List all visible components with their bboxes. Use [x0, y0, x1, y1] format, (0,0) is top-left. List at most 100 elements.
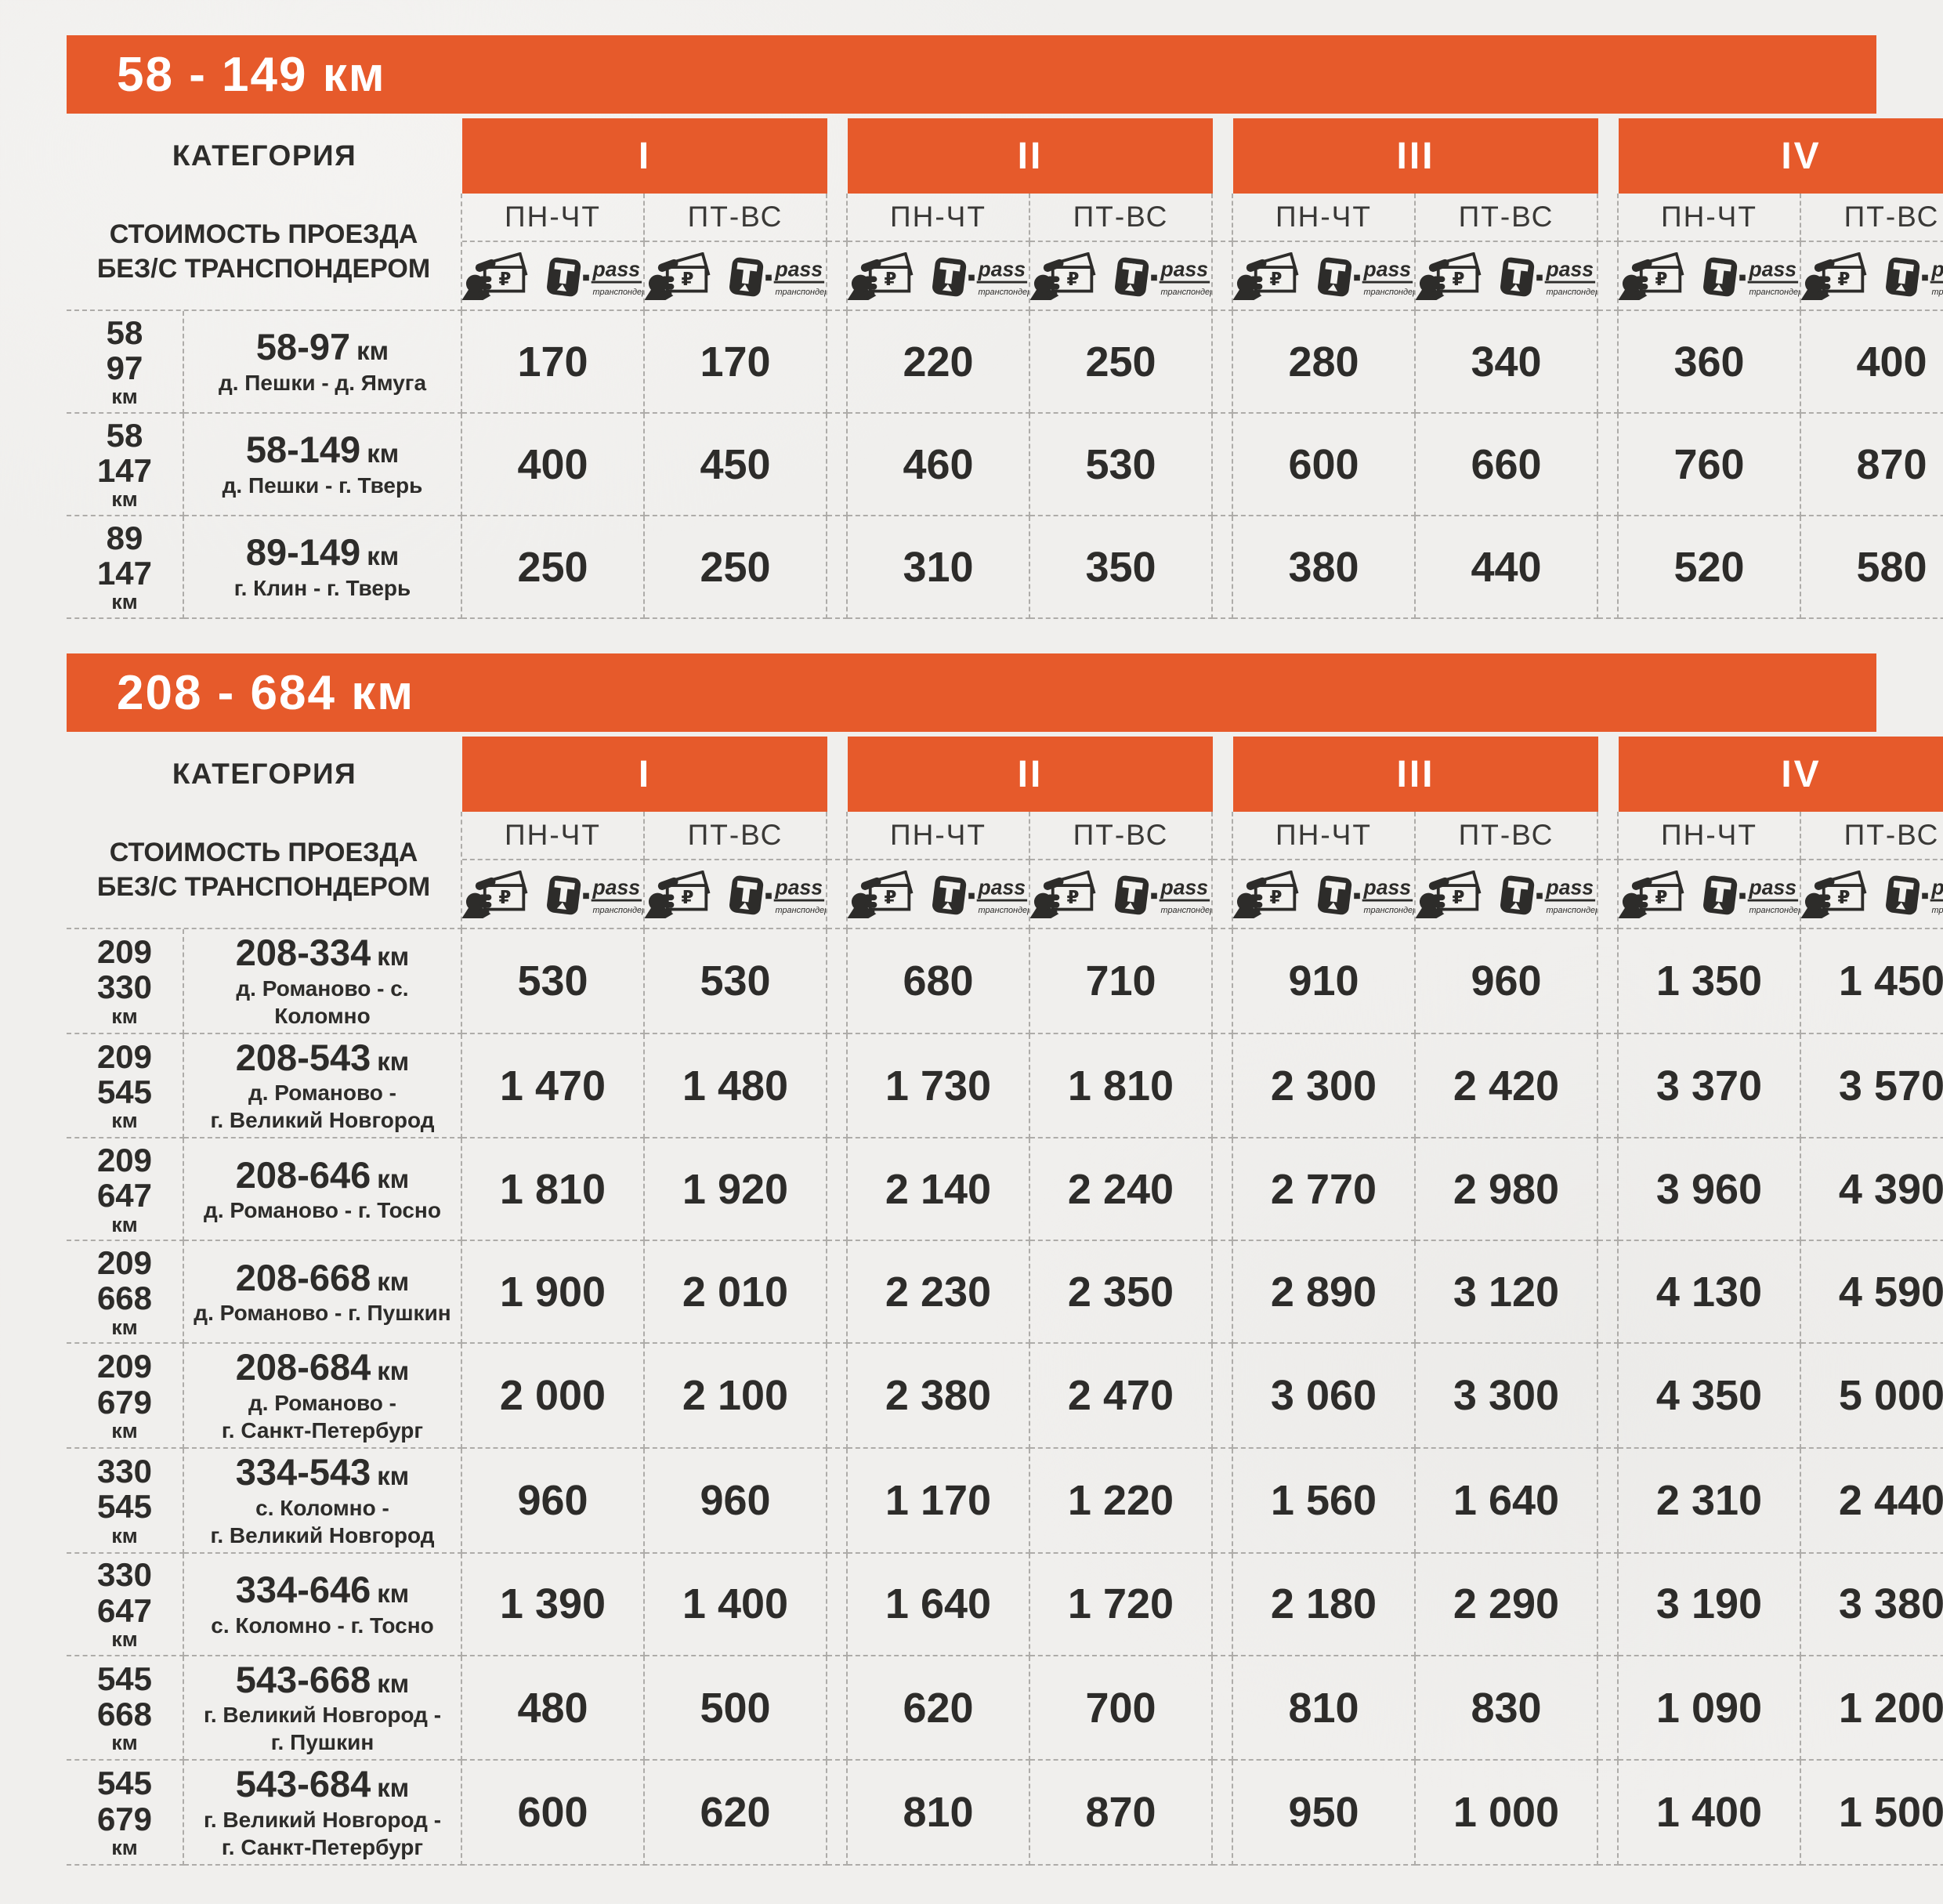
cash-payment-icon: ₽: [1030, 870, 1096, 918]
section-58-149km: 58 - 149 км КАТЕГОРИЯ I II III IV СТОИМО…: [67, 35, 1943, 619]
price-cell: 620: [645, 1761, 827, 1866]
day-range-label: ПТ-ВС: [645, 812, 827, 860]
day-range-label: ПН-ЧТ: [462, 194, 645, 242]
price-cell: 170: [645, 311, 827, 414]
day-range-label: ПТ-ВС: [1416, 194, 1598, 242]
price-cell: 4 350: [1619, 1344, 1801, 1450]
day-range-label: ПН-ЧТ: [1619, 812, 1801, 860]
group-gap: [1598, 1138, 1619, 1242]
cost-label: СТОИМОСТЬ ПРОЕЗДА БЕЗ/С ТРАНСПОНДЕРОМ: [67, 812, 462, 929]
price-cell: 400: [1801, 311, 1943, 414]
payment-icons-cell: ₽ pass транспондер: [1619, 860, 1801, 929]
price-cell: 810: [848, 1761, 1030, 1866]
group-gap: [1598, 860, 1619, 929]
category-label: КАТЕГОРИЯ: [172, 139, 357, 172]
price-cell: 2 290: [1416, 1553, 1598, 1656]
tpass-wordmark: pass: [1931, 257, 1943, 281]
payment-icons-cell: ₽ pass транспондер: [1233, 860, 1416, 929]
tpass-subtext: транспондер: [1749, 906, 1800, 915]
tpass-wordmark: pass: [1749, 257, 1796, 281]
price-cell: 460: [848, 414, 1030, 516]
category-header-4: IV: [1619, 118, 1943, 194]
route-km-unit: км: [377, 1668, 410, 1698]
km-marker: 209 668 км: [67, 1241, 184, 1345]
section-title: 208 - 684 км: [117, 665, 415, 720]
route-km-unit: км: [377, 1164, 410, 1193]
category-header-2: II: [848, 118, 1213, 194]
route-places: г. Великий Новгород - г. Пушкин: [203, 1703, 442, 1755]
group-gap: [1598, 1344, 1619, 1450]
payment-icons-cell: ₽ pass транспондер: [1233, 242, 1416, 311]
km-unit: км: [111, 1004, 138, 1028]
km-to: 545: [96, 1073, 153, 1110]
km-marker: 209 545 км: [67, 1033, 184, 1139]
km-unit: км: [111, 1212, 138, 1236]
section-title: 58 - 149 км: [117, 47, 386, 102]
price-cell: 2 350: [1030, 1241, 1213, 1345]
km-unit: км: [111, 1523, 138, 1547]
km-unit: км: [111, 1731, 138, 1755]
price-cell: 1 470: [462, 1033, 645, 1139]
t-pass-transponder-icon: pass транспондер: [1886, 875, 1943, 915]
tpass-wordmark: pass: [592, 875, 640, 899]
ruble-symbol: ₽: [499, 887, 512, 907]
cash-payment-icon: ₽: [462, 252, 528, 300]
group-gap: [1598, 1033, 1619, 1139]
price-cell: 310: [848, 516, 1030, 619]
price-cell: 910: [1233, 929, 1416, 1034]
price-cell: 1 810: [462, 1138, 645, 1242]
ruble-symbol: ₽: [1270, 887, 1283, 907]
day-range-label: ПТ-ВС: [1416, 812, 1598, 860]
route-range: 543-668 км: [235, 1658, 410, 1700]
price-cell: 1 400: [1619, 1761, 1801, 1866]
price-cell: 380: [1233, 516, 1416, 619]
payment-icons-cell: ₽ pass транспондер: [1619, 242, 1801, 311]
route-cell: 208-684 км д. Романово - г. Санкт-Петербу…: [184, 1344, 462, 1450]
km-to: 647: [96, 1177, 153, 1214]
price-cell: 2 240: [1030, 1138, 1213, 1242]
price-cell: 3 370: [1619, 1033, 1801, 1139]
route-range: 334-543 км: [235, 1451, 410, 1493]
ruble-symbol: ₽: [885, 269, 897, 289]
km-marker: 209 679 км: [67, 1344, 184, 1450]
route-range: 208-646 км: [235, 1153, 410, 1196]
group-gap: [827, 194, 848, 242]
price-cell: 3 060: [1233, 1344, 1416, 1450]
t-pass-transponder-icon: pass транспондер: [729, 257, 826, 297]
price-cell: 960: [462, 1449, 645, 1554]
price-cell: 280: [1233, 311, 1416, 414]
km-marker: 330 545 км: [67, 1449, 184, 1554]
km-unit: км: [111, 1836, 138, 1860]
km-to: 679: [96, 1383, 153, 1421]
km-marker: 545 668 км: [67, 1656, 184, 1761]
group-gap: [827, 812, 848, 860]
km-from: 330: [96, 1556, 153, 1594]
category-header-3: III: [1233, 118, 1598, 194]
km-marker: 58 97 км: [67, 311, 184, 414]
km-to: 647: [96, 1591, 153, 1629]
day-range-label: ПТ-ВС: [1030, 812, 1213, 860]
route-places: г. Клин - г. Тверь: [233, 575, 411, 600]
tpass-subtext: транспондер: [979, 906, 1029, 915]
tpass-wordmark: pass: [775, 257, 823, 281]
route-cell: 89-149 км г. Клин - г. Тверь: [184, 516, 462, 619]
km-from: 209: [96, 1243, 153, 1281]
route-range: 58-97 км: [255, 326, 389, 368]
day-range-label: ПН-ЧТ: [848, 812, 1030, 860]
tpass-wordmark: pass: [1160, 875, 1208, 899]
price-cell: 580: [1801, 516, 1943, 619]
route-km-unit: км: [377, 1461, 410, 1491]
tpass-wordmark: pass: [1546, 875, 1594, 899]
group-gap: [1213, 1656, 1233, 1761]
cash-payment-icon: ₽: [645, 870, 711, 918]
payment-icons-cell: ₽ pass транспондер: [848, 860, 1030, 929]
price-cell: 1 390: [462, 1553, 645, 1656]
price-cell: 2 980: [1416, 1138, 1598, 1242]
t-pass-transponder-icon: pass транспондер: [1318, 257, 1414, 297]
route-range: 543-684 км: [235, 1763, 410, 1805]
price-cell: 250: [645, 516, 827, 619]
group-gap: [827, 860, 848, 929]
price-cell: 1 720: [1030, 1553, 1213, 1656]
t-pass-transponder-icon: pass транспондер: [1703, 257, 1800, 297]
